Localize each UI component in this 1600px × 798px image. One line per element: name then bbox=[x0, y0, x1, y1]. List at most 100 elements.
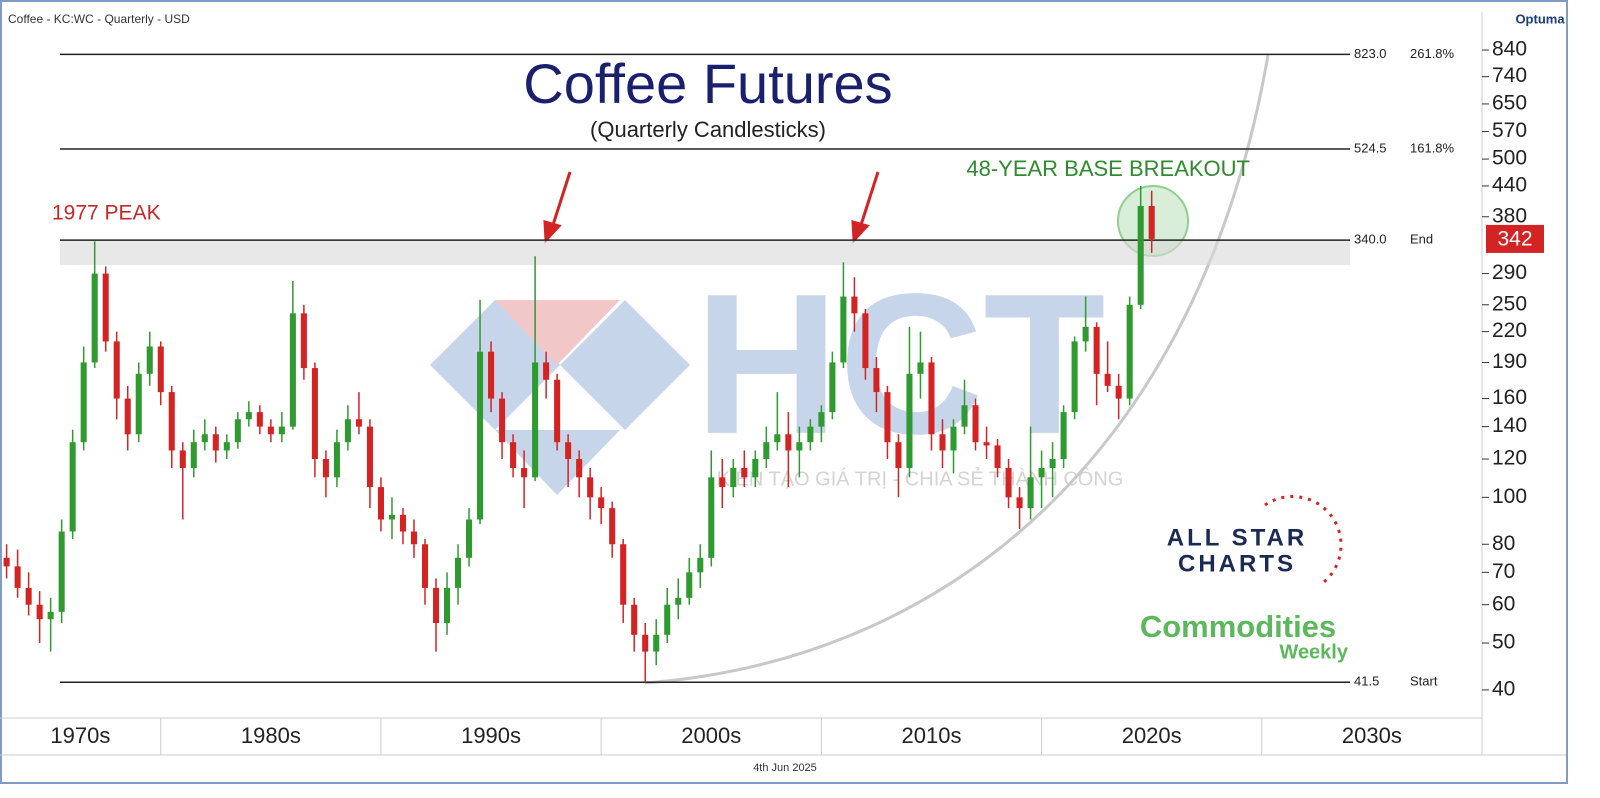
candle-body bbox=[355, 419, 362, 427]
x-tick-label: 1980s bbox=[241, 723, 301, 748]
candle-body bbox=[708, 477, 715, 558]
arc-curve bbox=[644, 54, 1270, 685]
candle-body bbox=[752, 459, 759, 478]
plot: 823.0 261.8% 524.5 161.8% 340.0 End 41.5 Start bbox=[3, 46, 1455, 689]
candle-body bbox=[1148, 205, 1155, 239]
arrow bbox=[550, 171, 572, 229]
candle-body bbox=[994, 445, 1001, 468]
base-zone bbox=[60, 240, 1350, 266]
candle-body bbox=[1137, 205, 1144, 305]
candle-body bbox=[763, 442, 770, 460]
candle-body bbox=[36, 604, 43, 620]
candle-body bbox=[961, 405, 968, 427]
last-price-label: 342 bbox=[1497, 227, 1532, 250]
candle-body bbox=[124, 398, 131, 435]
candle-body bbox=[267, 426, 274, 435]
candle-body bbox=[80, 362, 87, 443]
level-tag: End bbox=[1410, 232, 1433, 247]
candle-body bbox=[906, 373, 913, 468]
candle-body bbox=[1104, 373, 1111, 386]
candle-body bbox=[697, 557, 704, 573]
candle-body bbox=[587, 477, 594, 498]
chart-subtitle: (Quarterly Candlesticks) bbox=[590, 117, 826, 142]
y-tick-label: 190 bbox=[1492, 350, 1527, 373]
candle-body bbox=[432, 587, 440, 624]
candle-body bbox=[168, 392, 175, 451]
y-tick-label: 840 bbox=[1492, 38, 1527, 61]
candle-body bbox=[928, 362, 935, 435]
candle-body bbox=[410, 531, 418, 545]
candle-body bbox=[1038, 467, 1045, 478]
y-tick-label: 100 bbox=[1492, 485, 1527, 508]
candle-body bbox=[322, 459, 329, 478]
candle-body bbox=[477, 351, 484, 520]
x-tick-label: 2010s bbox=[902, 723, 962, 748]
candle-body bbox=[851, 296, 858, 314]
candle-body bbox=[179, 450, 186, 468]
candle-body bbox=[840, 296, 847, 363]
candle-body bbox=[1082, 326, 1089, 342]
candle-body bbox=[818, 412, 825, 427]
candle-body bbox=[388, 514, 395, 520]
watermark-shape bbox=[430, 300, 560, 430]
y-tick-label: 250 bbox=[1492, 292, 1527, 315]
candle-body bbox=[443, 587, 451, 624]
y-tick-label: 120 bbox=[1492, 447, 1527, 470]
candle-body bbox=[807, 426, 814, 443]
candle-body bbox=[91, 273, 98, 363]
candle-body bbox=[653, 634, 660, 652]
candle-body bbox=[741, 467, 748, 478]
arrow bbox=[858, 171, 880, 229]
candle-body bbox=[510, 442, 517, 468]
candle-body bbox=[1005, 467, 1012, 498]
candle-body bbox=[917, 362, 924, 374]
candle-body bbox=[730, 467, 737, 488]
candle-body bbox=[421, 544, 429, 588]
logo-text: Weekly bbox=[1279, 641, 1348, 663]
watermark-shape bbox=[495, 430, 620, 495]
candle-body bbox=[1126, 304, 1133, 399]
watermark-tagline: KIẾN TẠO GIÁ TRỊ - CHIA SẺ THÀNH CÔNG bbox=[717, 467, 1124, 490]
x-tick-label: 2030s bbox=[1342, 723, 1402, 748]
x-tick-label: 2020s bbox=[1122, 723, 1182, 748]
level-label: 524.5 bbox=[1354, 140, 1387, 155]
candle-body bbox=[245, 412, 252, 420]
chart-title: Coffee Futures bbox=[523, 52, 892, 115]
candle-body bbox=[256, 412, 263, 427]
candle-body bbox=[862, 313, 869, 369]
candle-body bbox=[609, 508, 616, 545]
y-tick-label: 220 bbox=[1492, 319, 1527, 342]
y-tick-label: 50 bbox=[1492, 631, 1515, 654]
candle-body bbox=[377, 487, 384, 520]
candle-body bbox=[774, 434, 781, 443]
y-tick-label: 140 bbox=[1492, 414, 1527, 437]
candle-body bbox=[675, 597, 682, 605]
candle-body bbox=[14, 566, 21, 588]
candle-body bbox=[466, 519, 473, 558]
candle-body bbox=[146, 346, 153, 374]
candle-body bbox=[719, 477, 726, 488]
candle-body bbox=[278, 426, 285, 435]
candle-body bbox=[631, 604, 638, 635]
y-tick-label: 60 bbox=[1492, 592, 1515, 615]
watermark-shape bbox=[495, 300, 620, 365]
candle-body bbox=[488, 351, 495, 399]
candle-body bbox=[135, 373, 142, 435]
candle-body bbox=[223, 442, 230, 451]
x-tick-label: 1970s bbox=[50, 723, 110, 748]
candle-body bbox=[939, 434, 946, 451]
arrow-head bbox=[543, 219, 562, 244]
candle-body bbox=[554, 379, 561, 443]
y-tick-label: 70 bbox=[1492, 560, 1515, 583]
candle-body bbox=[102, 273, 109, 342]
header: Coffee - KC:WC - Quarterly - USD bbox=[8, 12, 190, 26]
candle-body bbox=[565, 442, 572, 460]
candle-body bbox=[1071, 341, 1078, 413]
candle-body bbox=[576, 459, 583, 478]
candle-body bbox=[113, 341, 120, 399]
y-tick-label: 80 bbox=[1492, 532, 1515, 555]
candle-body bbox=[300, 313, 307, 369]
watermark: HCT KIẾN TẠO GIÁ TRỊ - CHIA SẺ THÀNH CÔN… bbox=[430, 253, 1123, 495]
candle-body bbox=[532, 362, 539, 478]
candle-body bbox=[620, 544, 627, 605]
